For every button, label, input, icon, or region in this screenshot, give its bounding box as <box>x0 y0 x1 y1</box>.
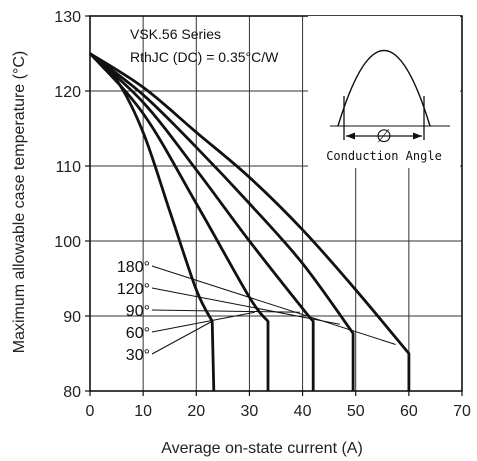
rth-note: RthJC (DC) = 0.35°C/W <box>130 49 279 65</box>
plot-frame <box>89 15 463 392</box>
inset-arrow-left <box>346 132 355 140</box>
angle-label: 60° <box>126 325 150 342</box>
x-tick-label: 60 <box>400 403 418 420</box>
x-tick-label: 0 <box>86 403 95 420</box>
y-tick-label: 120 <box>54 84 81 101</box>
label-leader-line <box>151 311 255 333</box>
inset-label: Conduction Angle <box>326 149 442 163</box>
inset-background <box>308 16 460 168</box>
series-line <box>89 52 355 391</box>
x-tick-label: 30 <box>241 403 259 420</box>
y-tick-label: 110 <box>55 159 81 176</box>
conduction-angle-inset: ∅ Conduction Angle <box>308 16 460 168</box>
y-tick-label: 80 <box>63 384 81 401</box>
label-leader-line <box>151 265 396 345</box>
label-leader-line <box>151 309 300 313</box>
series-line <box>89 52 411 391</box>
axis-ticks: 0 10 20 30 40 50 60 70 80 90 100 110 120 130 <box>54 9 471 420</box>
series-line <box>88 52 270 391</box>
x-axis-label: Average on-state current (A) <box>161 440 363 457</box>
x-tick-label: 10 <box>134 403 152 420</box>
angle-label: 90° <box>126 303 150 320</box>
angle-label: 180° <box>117 259 150 276</box>
y-tick-label: 90 <box>63 309 81 326</box>
x-tick-label: 40 <box>294 403 312 420</box>
y-tick-label: 130 <box>54 9 81 26</box>
y-axis-label: Maximum allowable case temperature (°C) <box>11 51 28 354</box>
label-leader-line <box>151 320 213 355</box>
x-tick-label: 70 <box>453 403 471 420</box>
inset-angle-symbol: ∅ <box>376 126 392 147</box>
angle-label: 30° <box>126 347 150 364</box>
inset-sine-arc <box>337 49 431 127</box>
y-tick-label: 100 <box>54 234 81 251</box>
label-leader-line <box>151 287 340 325</box>
series-note: VSK.56 Series <box>130 26 221 42</box>
series-line <box>89 52 315 391</box>
x-tick-label: 20 <box>187 403 205 420</box>
angle-label: 120° <box>117 281 150 298</box>
label-leader-lines <box>151 265 396 355</box>
conduction-angle-labels: 180° 120° 90° 60° 30° <box>117 259 150 364</box>
inset-arrow-right <box>413 132 422 140</box>
x-tick-label: 50 <box>347 403 365 420</box>
